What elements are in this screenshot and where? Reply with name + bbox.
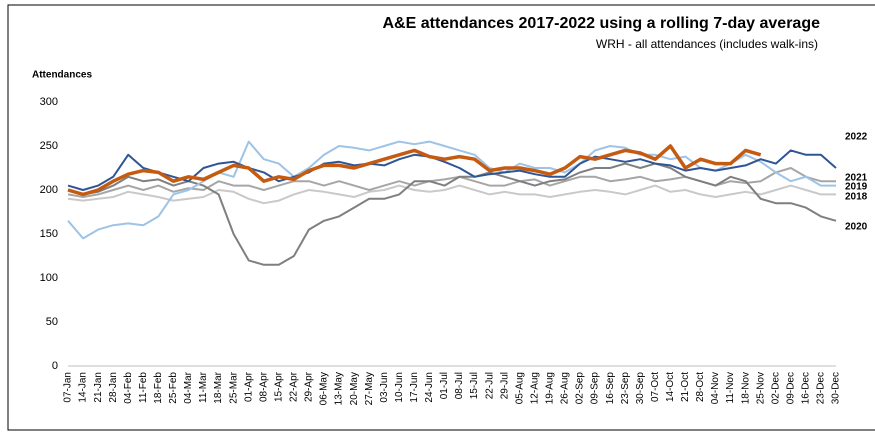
x-tick-label: 21-Oct <box>680 372 691 402</box>
x-tick-label: 19-Aug <box>545 372 556 404</box>
series-label: 2018 <box>845 192 868 203</box>
x-tick-label: 04-Feb <box>123 372 134 404</box>
series-label: 2019 <box>845 182 868 193</box>
x-tick-label: 30-Sep <box>635 372 646 405</box>
x-tick-label: 21-Jan <box>93 372 104 403</box>
series-line <box>67 184 836 205</box>
x-tick-label: 20-May <box>349 372 360 405</box>
x-tick-label: 25-Feb <box>168 372 179 404</box>
x-tick-label: 07-Oct <box>650 372 661 402</box>
y-tick-label: 100 <box>40 272 58 284</box>
x-tick-label: 09-Dec <box>785 372 796 404</box>
series-line <box>67 162 837 266</box>
x-tick-label: 18-Mar <box>213 371 224 403</box>
x-tick-label: 07-Jan <box>63 372 74 403</box>
x-tick-label: 08-Jul <box>454 372 465 399</box>
x-tick-label: 09-Sep <box>590 372 601 405</box>
series-label: 2021 <box>845 173 868 184</box>
x-tick-label: 22-Apr <box>289 371 300 402</box>
y-axis-label: Attendances <box>32 70 92 81</box>
x-tick-label: 08-Apr <box>258 371 269 402</box>
x-tick-label: 23-Dec <box>816 372 827 404</box>
series-label: 2020 <box>845 222 868 233</box>
y-tick-label: 300 <box>40 96 58 108</box>
x-tick-label: 06-May <box>319 372 330 405</box>
x-tick-label: 29-Jul <box>499 372 510 399</box>
x-tick-label: 04-Nov <box>710 372 721 404</box>
y-tick-label: 150 <box>40 228 58 240</box>
x-tick-label: 25-Nov <box>755 372 766 404</box>
x-tick-label: 05-Aug <box>514 372 525 404</box>
y-tick-label: 50 <box>46 316 58 328</box>
x-tick-label: 24-Jun <box>424 372 435 403</box>
y-tick-label: 250 <box>40 140 58 152</box>
y-tick-label: 200 <box>40 184 58 196</box>
x-tick-label: 14-Oct <box>665 372 676 402</box>
x-tick-label: 12-Aug <box>529 372 540 404</box>
x-tick-label: 28-Oct <box>695 372 706 402</box>
x-tick-label: 25-Mar <box>228 371 239 403</box>
x-tick-label: 28-Jan <box>108 372 119 403</box>
x-tick-label: 16-Sep <box>605 372 616 405</box>
x-tick-label: 02-Sep <box>575 372 586 405</box>
x-tick-label: 10-Jun <box>394 372 405 403</box>
x-tick-label: 15-Jul <box>469 372 480 399</box>
x-tick-label: 15-Apr <box>273 371 284 402</box>
x-tick-label: 04-Mar <box>183 371 194 403</box>
x-tick-label: 23-Sep <box>620 372 631 405</box>
x-tick-label: 03-Jun <box>379 372 390 403</box>
x-tick-label: 18-Nov <box>740 372 751 404</box>
series-label: 2022 <box>845 132 868 143</box>
y-tick-label: 0 <box>52 360 58 372</box>
x-tick-label: 18-Feb <box>153 372 164 404</box>
x-tick-label: 11-Mar <box>198 371 209 403</box>
x-tick-label: 13-May <box>334 372 345 405</box>
x-tick-label: 14-Jan <box>78 372 89 403</box>
x-tick-label: 26-Aug <box>560 372 571 404</box>
chart-frame <box>7 4 875 431</box>
x-tick-label: 11-Nov <box>725 372 736 404</box>
x-tick-label: 17-Jun <box>409 372 420 403</box>
x-tick-label: 11-Feb <box>138 372 149 403</box>
x-tick-label: 29-Apr <box>304 371 315 402</box>
series-line <box>67 144 762 197</box>
series-line <box>67 149 837 191</box>
x-tick-label: 22-Jul <box>484 372 495 399</box>
x-tick-label: 30-Dec <box>831 372 842 404</box>
x-tick-label: 01-Apr <box>243 371 254 402</box>
x-tick-label: 01-Jul <box>439 372 450 399</box>
x-tick-label: 16-Dec <box>801 372 812 404</box>
chart-subtitle: WRH - all attendances (includes walk-ins… <box>596 37 818 51</box>
x-tick-label: 27-May <box>364 372 375 405</box>
chart-title: A&E attendances 2017-2022 using a rollin… <box>382 15 820 32</box>
x-tick-label: 02-Dec <box>770 372 781 404</box>
